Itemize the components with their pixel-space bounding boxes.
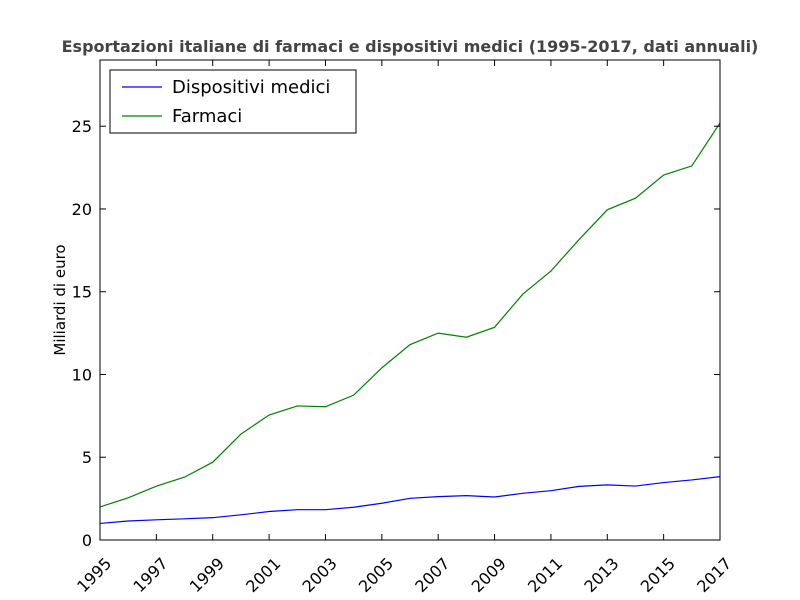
legend: Dispositivi medici Farmaci (109, 69, 357, 134)
legend-box (109, 69, 357, 134)
x-tick-label: 2001 (242, 554, 284, 596)
x-tick-label: 2017 (693, 554, 735, 596)
y-tick-label: 5 (82, 448, 92, 467)
x-tick-label: 2013 (580, 554, 622, 596)
legend-label-1: Farmaci (172, 106, 242, 127)
x-tick-label: 2011 (524, 554, 566, 596)
x-tick-label: 2015 (637, 554, 679, 596)
plot-frame (99, 59, 721, 541)
legend-label-0: Dispositivi medici (172, 77, 330, 98)
y-axis-label: Miliardi di euro (51, 244, 69, 355)
x-tick-label: 2005 (355, 554, 397, 596)
y-tick-label: 0 (82, 531, 92, 550)
x-tick-label: 2007 (411, 554, 453, 596)
series-line-1 (99, 122, 721, 508)
chart-title: Esportazioni italiane di farmaci e dispo… (62, 37, 759, 56)
y-tick-label: 10 (72, 365, 92, 384)
x-tick-label: 2009 (468, 554, 510, 596)
x-tick-label: 1995 (73, 554, 115, 596)
series-line-0 (99, 476, 721, 525)
y-tick-label: 15 (72, 283, 92, 302)
tick-labels: 1995 1997 1999 2001 2003 2005 2007 2009 2011 2013… (72, 117, 736, 596)
series-lines (99, 122, 721, 525)
x-tick-label: 1999 (186, 554, 228, 596)
x-tick-label: 1997 (129, 554, 171, 596)
y-tick-label: 25 (72, 117, 92, 136)
x-tick-label: 2003 (299, 554, 341, 596)
y-tick-label: 20 (72, 200, 92, 219)
